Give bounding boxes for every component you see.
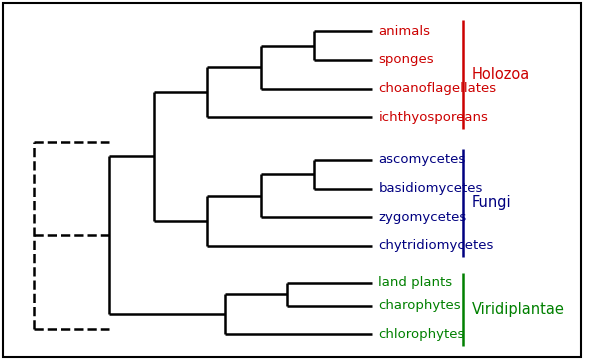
Text: basidiomycetes: basidiomycetes bbox=[378, 182, 483, 195]
Text: Fungi: Fungi bbox=[471, 195, 512, 210]
Text: ascomycetes: ascomycetes bbox=[378, 153, 466, 166]
Text: ichthyosporeans: ichthyosporeans bbox=[378, 111, 488, 123]
Text: Holozoa: Holozoa bbox=[471, 67, 530, 82]
Text: chlorophytes: chlorophytes bbox=[378, 328, 465, 341]
Text: charophytes: charophytes bbox=[378, 299, 461, 312]
Text: chytridiomycetes: chytridiomycetes bbox=[378, 239, 494, 252]
Text: land plants: land plants bbox=[378, 276, 453, 289]
Text: animals: animals bbox=[378, 25, 430, 38]
Text: choanoflagellates: choanoflagellates bbox=[378, 82, 496, 95]
Text: sponges: sponges bbox=[378, 53, 434, 67]
Text: zygomycetes: zygomycetes bbox=[378, 211, 467, 224]
Text: Viridiplantae: Viridiplantae bbox=[471, 302, 565, 317]
